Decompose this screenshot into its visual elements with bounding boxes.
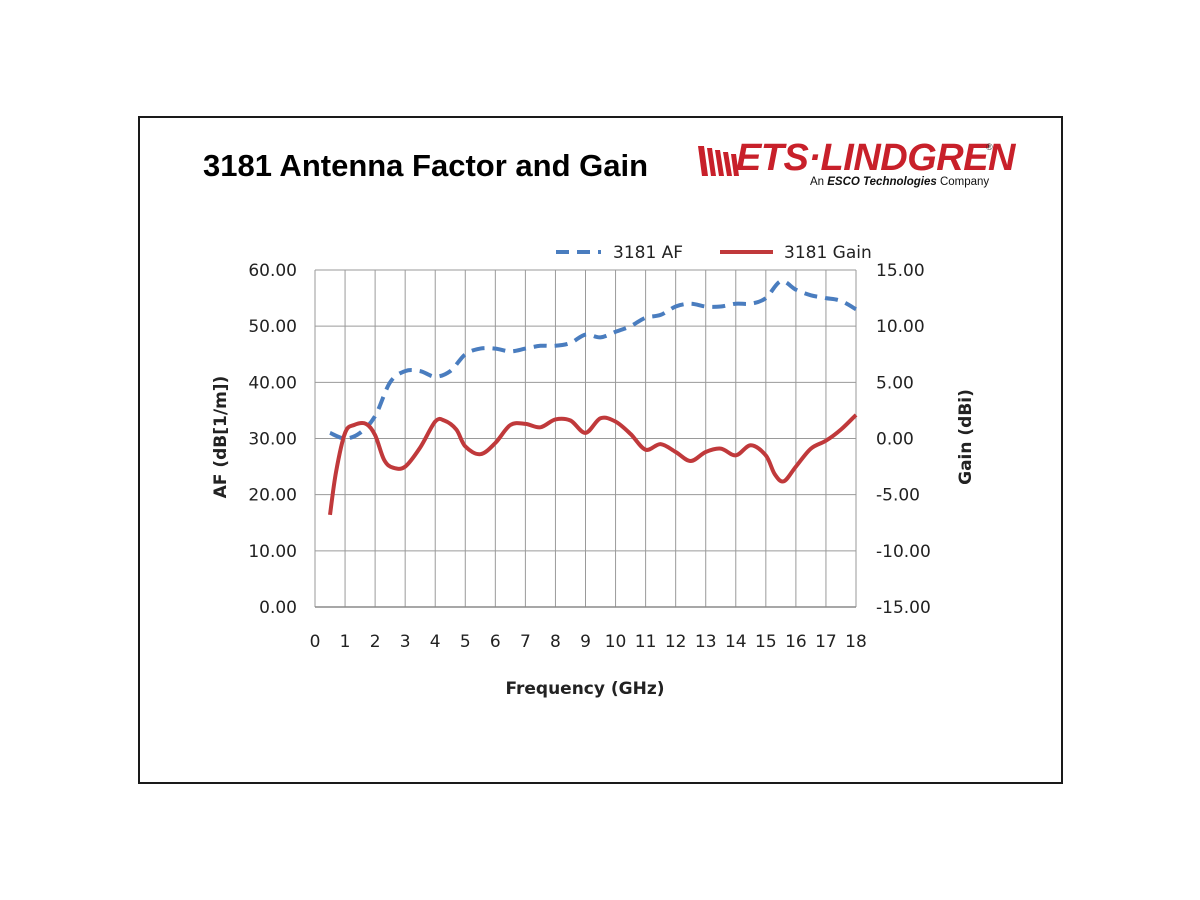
y-left-tick-label: 40.00 bbox=[248, 373, 297, 393]
y-left-tick-label: 20.00 bbox=[248, 486, 297, 506]
x-tick-label: 1 bbox=[340, 632, 351, 652]
logo-tagline-prefix: An bbox=[810, 176, 828, 188]
x-tick-label: 9 bbox=[580, 632, 591, 652]
x-tick-label: 2 bbox=[370, 632, 381, 652]
x-tick-label: 13 bbox=[695, 632, 717, 652]
af-series-line bbox=[329, 279, 858, 441]
x-tick-label: 10 bbox=[605, 632, 627, 652]
x-tick-label: 14 bbox=[725, 632, 747, 652]
y-left-tick-label: 0.00 bbox=[259, 598, 297, 618]
x-tick-label: 5 bbox=[460, 632, 471, 652]
x-tick-label: 15 bbox=[755, 632, 777, 652]
x-tick-label: 17 bbox=[815, 632, 837, 652]
logo-tagline: An ESCO Technologies Company bbox=[810, 176, 989, 188]
logo-wordmark: ETS·LINDGREN bbox=[736, 137, 1016, 179]
y-right-tick-label: -15.00 bbox=[876, 598, 931, 618]
y-right-tick-label: -5.00 bbox=[876, 486, 920, 506]
x-axis-label: Frequency (GHz) bbox=[505, 679, 664, 699]
x-tick-label: 12 bbox=[665, 632, 687, 652]
x-tick-label: 7 bbox=[520, 632, 531, 652]
slide-frame bbox=[138, 116, 1063, 784]
y-axis-left-label: AF (dB[1/m]) bbox=[211, 376, 231, 499]
chart-series bbox=[328, 279, 858, 516]
logo-registered-mark: ® bbox=[986, 142, 993, 152]
x-tick-label: 16 bbox=[785, 632, 807, 652]
x-tick-label: 3 bbox=[400, 632, 411, 652]
y-left-tick-label: 10.00 bbox=[248, 542, 297, 562]
y-left-tick-label: 60.00 bbox=[248, 261, 297, 281]
y-right-tick-label: 5.00 bbox=[876, 373, 914, 393]
legend-label: 3181 Gain bbox=[784, 243, 872, 263]
chart-legend: 3181 AF 3181 Gain bbox=[556, 243, 872, 263]
y-left-tick-label: 30.00 bbox=[248, 430, 297, 450]
logo-tagline-suffix: Company bbox=[936, 176, 990, 188]
y-right-tick-label: -10.00 bbox=[876, 542, 931, 562]
x-tick-label: 18 bbox=[845, 632, 867, 652]
gain-series-line bbox=[328, 413, 858, 516]
legend-label: 3181 AF bbox=[613, 243, 683, 263]
x-tick-label: 11 bbox=[635, 632, 657, 652]
x-tick-label: 0 bbox=[310, 632, 321, 652]
y-right-tick-label: 15.00 bbox=[876, 261, 925, 281]
page-title: 3181 Antenna Factor and Gain bbox=[203, 148, 649, 183]
x-tick-label: 6 bbox=[490, 632, 501, 652]
y-left-tick-label: 50.00 bbox=[248, 317, 297, 337]
chart-ticks: 0 1 2 3 4 5 6 7 8 9 10 11 12 13 14 15 16 17 180.0010.0020.… bbox=[248, 261, 930, 652]
logo-tagline-bold: ESCO Technologies bbox=[827, 176, 937, 188]
x-tick-label: 4 bbox=[430, 632, 441, 652]
logo-stripes-icon bbox=[698, 146, 739, 176]
x-tick-label: 8 bbox=[550, 632, 561, 652]
y-right-tick-label: 10.00 bbox=[876, 317, 925, 337]
y-right-tick-label: 0.00 bbox=[876, 430, 914, 450]
y-axis-right-label: Gain (dBi) bbox=[956, 389, 976, 485]
brand-logo: ETS·LINDGREN ® An ESCO Technologies Comp… bbox=[696, 138, 1016, 192]
chart-grid bbox=[314, 269, 857, 608]
